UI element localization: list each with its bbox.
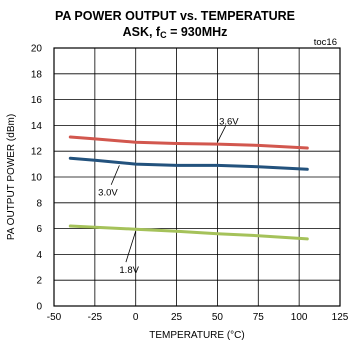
y-tick-label: 4: [36, 250, 42, 261]
series-line-3-0V: [68, 156, 309, 171]
x-tick-label: 25: [171, 312, 183, 323]
y-tick-label: 8: [36, 198, 42, 209]
annotation-leader-line: [110, 165, 120, 185]
subtitle-suffix: = 930MHz: [166, 25, 228, 39]
x-tick-label: -25: [88, 312, 103, 323]
y-tick-label: 20: [31, 44, 43, 55]
x-tick-label: 75: [253, 312, 265, 323]
y-tick-label: 14: [31, 121, 43, 132]
grid-lines: [54, 48, 340, 306]
x-tick-label: 0: [133, 312, 139, 323]
series-lines: [68, 135, 309, 241]
y-tick-label: 18: [31, 69, 43, 80]
chart-title: PA POWER OUTPUT vs. TEMPERATURE: [54, 9, 296, 23]
annotation-label: 1.8V: [119, 265, 139, 276]
chart-title-block: PA POWER OUTPUT vs. TEMPERATURE ASK, fC …: [0, 8, 350, 43]
y-tick-label: 2: [36, 276, 42, 287]
y-axis-label: PA OUTPUT POWER (dBm): [6, 114, 17, 240]
subtitle-prefix: ASK, f: [122, 25, 161, 39]
series-line-1-8V: [68, 224, 309, 241]
annotation-label: 3.6V: [219, 117, 239, 128]
y-tick-label: 0: [36, 302, 42, 313]
y-tick-label: 10: [31, 173, 43, 184]
annotation-leader-line: [217, 125, 226, 143]
subtitle-subscript: C: [160, 30, 167, 40]
x-tick-label: 125: [332, 312, 349, 323]
annotation-leader-line: [125, 231, 137, 263]
plot-frame: [53, 47, 341, 307]
annotations: 3.6V 3.0V 1.8V: [98, 117, 239, 276]
tick-labels: -50 -25 0 25 50 75 100 125 0 2 4 6 8 10 12 14 16 18 20: [31, 44, 349, 324]
annotation-label: 3.0V: [98, 187, 118, 198]
y-tick-label: 12: [31, 147, 43, 158]
x-tick-label: -50: [47, 312, 62, 323]
figure-id: toc16: [314, 37, 337, 48]
x-tick-label: 50: [212, 312, 224, 323]
x-axis-label: TEMPERATURE (°C): [149, 330, 244, 341]
y-tick-label: 6: [36, 224, 42, 235]
x-tick-label: 100: [291, 312, 308, 323]
series-line-3-6V: [68, 135, 309, 150]
y-tick-label: 16: [31, 95, 43, 106]
chart-subtitle: ASK, fC = 930MHz: [0, 24, 350, 43]
